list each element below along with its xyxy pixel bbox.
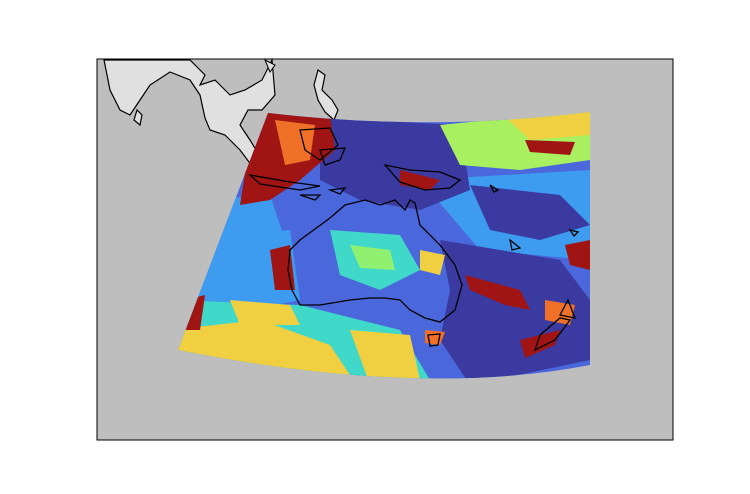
field-patch xyxy=(525,140,575,155)
field-patch xyxy=(230,300,300,325)
land-island xyxy=(264,58,276,74)
pacific-islands-coast xyxy=(489,184,580,251)
field-patch xyxy=(275,120,315,165)
data-swath xyxy=(178,112,590,379)
field-patch xyxy=(565,240,590,270)
field-patch xyxy=(350,330,420,379)
borneo-coast xyxy=(299,127,339,161)
new-guinea-coast xyxy=(383,163,462,191)
field-patch xyxy=(470,185,590,240)
field-patch xyxy=(440,240,590,379)
field-patch xyxy=(420,250,445,275)
field-patch xyxy=(465,275,530,310)
australia-coast xyxy=(287,199,463,323)
land-island xyxy=(313,69,339,122)
field-patch xyxy=(350,245,395,270)
field-patch xyxy=(545,300,575,325)
land-island xyxy=(133,108,143,127)
tasmania-coast xyxy=(427,333,441,347)
field-patch xyxy=(520,330,560,358)
new-zealand-north-coast xyxy=(559,298,577,319)
land-asia xyxy=(103,57,339,172)
java-coast xyxy=(247,173,321,191)
new-zealand-south-coast xyxy=(533,317,572,352)
coastlines xyxy=(247,127,580,352)
sulawesi-coast xyxy=(319,147,347,166)
island-coast xyxy=(299,187,347,201)
